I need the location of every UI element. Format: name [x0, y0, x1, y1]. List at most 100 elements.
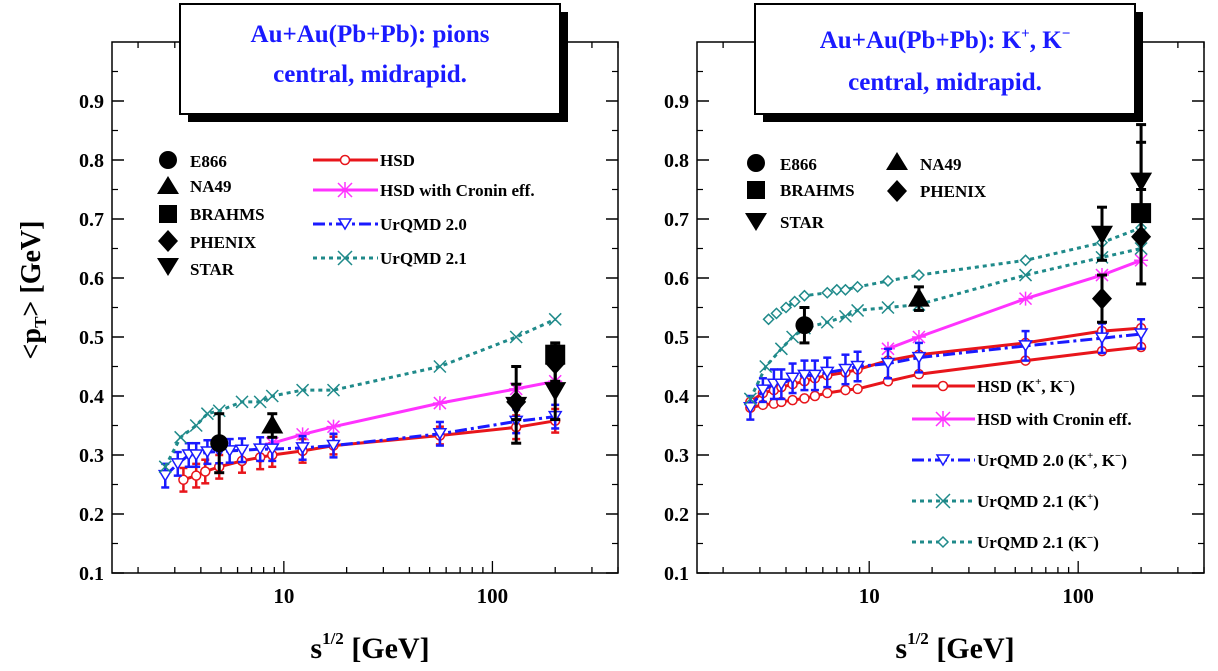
- series-point-urqmd-2-0-k-k: [819, 366, 835, 379]
- series-point-urqmd-2-1-k: [774, 342, 788, 356]
- legend-label-na49: NA49: [920, 155, 962, 174]
- series-point-urqmd-2-0: [170, 458, 186, 471]
- series-point-hsd-k: [840, 384, 851, 396]
- series-point-urqmd-2-1-k: [788, 295, 801, 308]
- data-point-star: [1090, 225, 1113, 245]
- title-pions-line1: Au+Au(Pb+Pb): pions: [251, 21, 490, 48]
- legend-label-star: STAR: [190, 260, 235, 279]
- series-point-urqmd-2-0: [326, 439, 341, 453]
- legend-label-urqmd20: UrQMD 2.0 (K+, K−): [977, 450, 1127, 470]
- y-axis-label: <pT> [GeV]: [16, 221, 50, 360]
- y-tick-label: 0.7: [664, 209, 689, 231]
- series-point-urqmd-2-0: [252, 443, 268, 456]
- x-tick-label: 100: [477, 584, 509, 608]
- series-point-urqmd-2-0-k-k: [807, 369, 823, 382]
- legend-label-star: STAR: [780, 213, 825, 232]
- series-point-urqmd-2-0: [188, 449, 204, 462]
- legend-marker-e866: [159, 151, 177, 169]
- panel-kaons: 0.1 0.2 0.3 0.4 0.5 0.6 0.7 0.8 0.9 10 100: [664, 41, 1205, 608]
- legend-label-e866: E866: [780, 155, 817, 174]
- series-point-urqmd-2-0: [200, 446, 215, 459]
- legend-marker-star: [745, 213, 767, 231]
- series-point-urqmd-2-1-k: [881, 274, 895, 288]
- title-kaons-line1: Au+Au(Pb+Pb): K+, K−: [820, 26, 1071, 54]
- data-point-star: [505, 396, 528, 416]
- series-point-urqmd-2-0-k-k: [880, 357, 896, 371]
- series-point-hsd-with-cronin-eff: [326, 419, 341, 434]
- y-tick-label: 0.8: [79, 150, 104, 172]
- legend-marker-phenix: [158, 230, 178, 252]
- legend-marker-urqmd21: [337, 250, 353, 266]
- legend-label-urqmd21-kplus: UrQMD 2.1 (K+): [977, 491, 1099, 511]
- series-point-hsd: [200, 466, 211, 477]
- series-point-urqmd-2-1-k: [779, 301, 793, 314]
- x-tick-label: 100: [1062, 584, 1094, 608]
- series-point-urqmd-2-1-k: [839, 283, 852, 296]
- data-point-phenix: [1091, 287, 1112, 310]
- y-tick-label: 0.1: [79, 563, 104, 585]
- legend-label-hsd: HSD: [380, 151, 415, 170]
- series-point-urqmd-2-1-k: [821, 286, 834, 299]
- series-point-urqmd-2-0: [157, 469, 173, 483]
- legend-marker-na49: [157, 176, 179, 194]
- y-tick-label: 0.6: [664, 268, 689, 290]
- title-kaons-line2: central, midrapid.: [848, 69, 1042, 96]
- legend-data-kaons: E866 NA49 BRAHMS PHENIX STAR: [745, 152, 987, 232]
- title-box-kaons: Au+Au(Pb+Pb): K+, K− central, midrapid.: [754, 3, 1143, 122]
- series-point-urqmd-2-1: [158, 460, 172, 474]
- data-point-star: [1130, 172, 1153, 192]
- series-line-urqmd-2-0-k-k: [749, 332, 1142, 409]
- y-tick-label: 0.5: [79, 327, 104, 349]
- legend-marker-urqmd21-kminus: [936, 535, 950, 549]
- data-point-na49: [261, 414, 284, 434]
- data-point-star: [544, 382, 567, 402]
- series-point-urqmd-2-1-k: [830, 283, 843, 296]
- legend-marker-na49: [886, 152, 908, 170]
- data-point-e866: [210, 434, 229, 453]
- series-point-urqmd-2-1-k: [851, 280, 864, 293]
- series-point-urqmd-2-1: [265, 389, 279, 403]
- series-point-urqmd-2-1: [433, 359, 447, 374]
- series-point-urqmd-2-1-k: [798, 289, 811, 302]
- legend-label-urqmd20: UrQMD 2.0: [380, 215, 467, 234]
- series-point-hsd-k: [852, 383, 863, 395]
- y-tick-label: 0.3: [79, 445, 104, 467]
- series-point-urqmd-2-0-k-k: [1133, 328, 1149, 341]
- series-point-urqmd-2-0-k-k: [911, 351, 927, 365]
- legend-label-brahms: BRAHMS: [780, 181, 855, 200]
- series-point-hsd: [178, 474, 189, 486]
- series-point-urqmd-2-1-k: [838, 309, 852, 323]
- series-point-hsd-k: [799, 393, 810, 404]
- series-point-urqmd-2-1-k: [1019, 268, 1033, 282]
- x-axis-label-left: s1/2 [GeV]: [310, 629, 429, 665]
- series-point-urqmd-2-0: [295, 442, 310, 455]
- series-point-hsd-k: [822, 387, 833, 399]
- y-tick-label: 0.8: [664, 150, 689, 172]
- series-point-urqmd-2-1-k: [770, 307, 783, 320]
- series-point-hsd-with-cronin-eff: [295, 427, 310, 442]
- title-pions-line2: central, midrapid.: [273, 61, 467, 88]
- series-point-urqmd-2-0-k-k: [774, 378, 789, 391]
- series-point-urqmd-2-1-k: [743, 392, 757, 406]
- legend-model-kaons: HSD (K+, K−) HSD with Cronin eff. UrQMD …: [912, 376, 1132, 552]
- series-point-urqmd-2-0-k-k: [797, 369, 812, 382]
- legend-model-pions: HSD HSD with Cronin eff. UrQMD 2.0 UrQMD…: [313, 151, 535, 268]
- legend-label-hsd: HSD (K+, K−): [977, 376, 1075, 396]
- legend-marker-star: [157, 258, 179, 276]
- series-point-urqmd-2-1: [174, 430, 188, 444]
- legend-label-hsd-cronin: HSD with Cronin eff.: [380, 181, 535, 200]
- series-point-urqmd-2-0-k-k: [838, 363, 853, 376]
- legend-marker-hsd: [339, 154, 351, 166]
- legend-marker-hsd-cronin: [337, 182, 353, 198]
- legend-marker-urqmd20: [935, 454, 951, 467]
- series-line-urqmd-2-1-k: [767, 226, 1142, 321]
- x-tick-label: 10: [273, 584, 294, 608]
- series-point-urqmd-2-1: [235, 395, 249, 409]
- series-point-hsd: [190, 470, 202, 481]
- series-point-urqmd-2-0: [264, 443, 280, 456]
- legend-label-phenix: PHENIX: [920, 182, 987, 201]
- data-point-na49: [907, 287, 930, 307]
- series-point-hsd-with-cronin-eff: [432, 396, 447, 411]
- series-point-urqmd-2-0-k-k: [1018, 340, 1033, 353]
- y-tick-label: 0.2: [664, 504, 689, 526]
